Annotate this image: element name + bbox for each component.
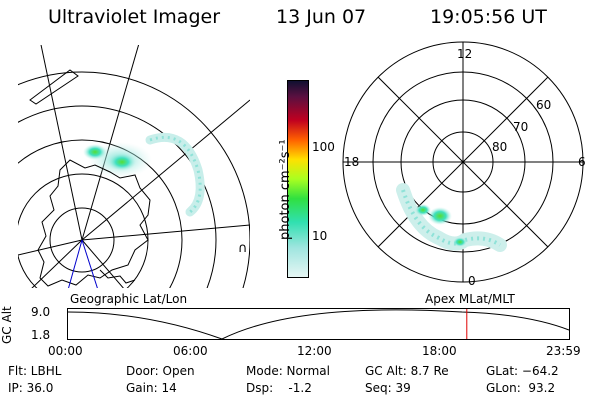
status-flt: Flt: LBHL — [8, 364, 62, 378]
map-edge-glyph: ∩ — [238, 241, 248, 256]
instrument-title: Ultraviolet Imager — [48, 6, 221, 28]
status-ip: IP: 36.0 — [8, 381, 54, 395]
timeline-y-max: 9.0 — [31, 305, 51, 319]
timeline-frame — [67, 308, 570, 340]
mlt-label-6: 6 — [578, 155, 586, 169]
colorbar-unit-label: photon cm⁻²s⁻¹ — [278, 139, 293, 240]
status-mode: Mode: Normal — [246, 364, 330, 378]
timeline-right-title: Apex MLat/MLT — [425, 292, 515, 306]
timeline-y-min: 1.8 — [31, 328, 51, 342]
colorbar — [287, 80, 309, 278]
timeline-axis-label: GC Alt — [0, 306, 14, 344]
status-door: Door: Open — [126, 364, 195, 378]
status-dsp: Dsp: -1.2 — [246, 381, 312, 395]
date-label: 13 Jun 07 — [276, 6, 367, 28]
status-glat: GLat: −64.2 — [486, 364, 559, 378]
timeline-plot — [67, 308, 570, 340]
altitude-curve — [67, 309, 570, 340]
time-label: 19:05:56 UT — [430, 6, 547, 28]
status-glon: GLon: 93.2 — [486, 381, 556, 395]
lat-label-70: 70 — [513, 120, 529, 134]
mlt-label-0: 0 — [468, 274, 476, 288]
geographic-map: ∩ — [18, 45, 250, 288]
time-tick-1200: 12:00 — [297, 344, 332, 358]
mlt-label-18: 18 — [344, 155, 360, 169]
time-tick-1800: 18:00 — [422, 344, 457, 358]
colorbar-tick-100: 100 — [312, 140, 335, 154]
time-tick-0600: 06:00 — [173, 344, 208, 358]
polar-plot — [342, 41, 584, 283]
time-tick-2359: 23:59 — [546, 344, 581, 358]
lat-label-60: 60 — [536, 98, 552, 112]
status-seq: Seq: 39 — [365, 381, 411, 395]
timeline-left-title: Geographic Lat/Lon — [70, 292, 188, 306]
time-tick-0000: 00:00 — [48, 344, 83, 358]
lat-label-80: 80 — [492, 140, 508, 154]
status-gc-alt: GC Alt: 8.7 Re — [365, 364, 449, 378]
colorbar-tick-10: 10 — [312, 229, 328, 243]
status-gain: Gain: 14 — [126, 381, 177, 395]
mlt-label-12: 12 — [457, 47, 473, 61]
